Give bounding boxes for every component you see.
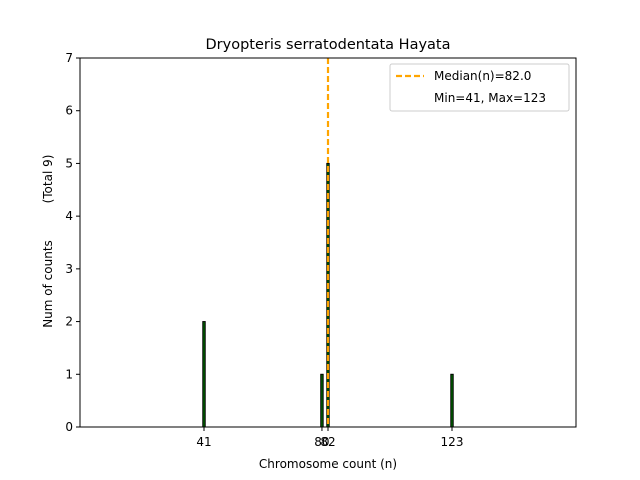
x-tick-label: 80: [314, 435, 329, 449]
y-tick-label: 6: [65, 104, 73, 118]
legend-median-label: Median(n)=82.0: [434, 69, 531, 83]
x-tick-label: 82: [320, 435, 335, 449]
y-tick-label: 4: [65, 209, 73, 223]
x-tick-label: 41: [196, 435, 211, 449]
legend: Median(n)=82.0 Min=41, Max=123: [389, 63, 570, 112]
y-tick-label: 0: [65, 420, 73, 434]
y-tick-label: 5: [65, 156, 73, 170]
x-tick-label: 123: [441, 435, 464, 449]
y-tick-label: 7: [65, 51, 73, 65]
bar: [450, 373, 454, 428]
bar: [202, 321, 206, 428]
legend-range-label: Min=41, Max=123: [434, 91, 546, 105]
y-tick-label: 1: [65, 367, 73, 381]
y-axis-total-label: (Total 9): [41, 155, 55, 204]
chart-title: Dryopteris serratodentata Hayata: [205, 37, 450, 53]
legend-box: [389, 63, 570, 112]
y-tick-label: 2: [65, 315, 73, 329]
y-axis-label: Num of counts: [41, 240, 55, 328]
y-tick-label: 3: [65, 262, 73, 276]
x-axis-label: Chromosome count (n): [259, 457, 397, 471]
bar: [320, 373, 324, 428]
